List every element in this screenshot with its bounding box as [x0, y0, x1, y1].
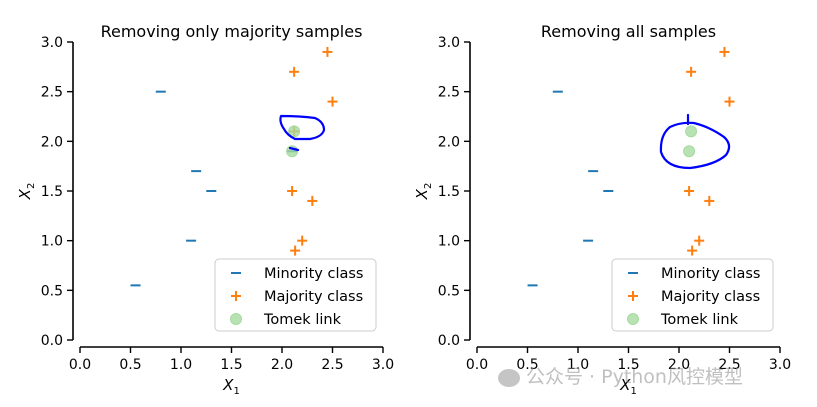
legend-label: Tomek link	[263, 312, 342, 328]
majority-point	[724, 96, 735, 107]
legend-tomek-marker	[230, 313, 242, 325]
highlight-outline	[659, 113, 731, 170]
y-tick-label: 0.0	[438, 333, 460, 349]
majority-point	[694, 235, 705, 246]
legend-frame	[611, 258, 774, 332]
subplot-removing-all: Removing all samples 0.0 0.5 1.0 1.5 2.0 2.5 3.…	[413, 22, 791, 397]
x-tick-label: 1.5	[617, 357, 639, 373]
tomek-link-point	[685, 125, 698, 138]
y-tick-label: 0.5	[41, 283, 63, 299]
majority-point	[297, 235, 308, 246]
x-tick-label: 3.0	[372, 357, 394, 373]
legend-frame	[214, 258, 377, 332]
majority-point	[704, 195, 715, 206]
wechat-icon	[498, 368, 520, 387]
x-tick-label: 1.0	[170, 357, 192, 373]
chart-title: Removing only majority samples	[101, 22, 363, 41]
tomek-link-point	[683, 145, 696, 158]
y-axis-label-subscript: 2	[26, 183, 37, 189]
y-tick-label: 1.5	[438, 184, 460, 200]
majority-point	[687, 245, 698, 256]
x-tick-label: 2.5	[321, 357, 343, 373]
x-axis-label-subscript: 1	[630, 386, 636, 397]
x-tick-label: 1.5	[220, 357, 242, 373]
legend-tomek-marker	[627, 313, 639, 325]
chart-title: Removing all samples	[541, 22, 716, 41]
legend-label: Tomek link	[660, 312, 739, 328]
y-tick-label: 3.0	[41, 35, 63, 51]
y-axis-label: X2	[413, 183, 434, 201]
legend-label: Majority class	[264, 289, 363, 305]
watermark-text: 公众号 · Python风控模型	[526, 366, 743, 388]
x-tick-label: 0.5	[516, 357, 538, 373]
legend: Minority class Majority class Tomek link	[611, 258, 774, 332]
majority-point	[287, 186, 298, 196]
y-tick-label: 1.0	[41, 234, 63, 250]
x-tick-label: 3.0	[769, 357, 791, 373]
x-tick-label: 2.0	[271, 357, 293, 373]
highlight-outline	[279, 114, 326, 152]
y-tick-label: 2.5	[438, 85, 460, 101]
y-axis-label: X2	[16, 183, 37, 201]
y-tick-label: 0.5	[438, 283, 460, 299]
x-tick-label: 0.0	[69, 357, 91, 373]
majority-point	[684, 186, 695, 196]
x-axis-label-subscript: 1	[233, 386, 239, 397]
y-tick-label: 0.0	[41, 333, 63, 349]
y-tick-label: 1.0	[438, 234, 460, 250]
tomek-link-point	[288, 125, 301, 138]
legend-label: Majority class	[661, 289, 760, 305]
subplot-removing-only-majority: Removing only majority samples 0.0 0.5 1.0 1…	[16, 22, 394, 397]
watermark: 公众号 · Python风控模型	[498, 362, 743, 389]
majority-point	[322, 46, 333, 57]
x-tick-label: 2.0	[668, 357, 690, 373]
legend-label: Minority class	[264, 266, 363, 282]
majority-point	[327, 96, 338, 107]
majority-point	[307, 195, 318, 206]
y-tick-label: 2.5	[41, 85, 63, 101]
y-tick-label: 3.0	[438, 35, 460, 51]
y-axis-label-subscript: 2	[423, 183, 434, 189]
y-tick-label: 2.0	[438, 134, 460, 150]
majority-point	[289, 66, 300, 77]
x-axis-label: X1	[222, 376, 240, 397]
majority-point	[686, 66, 697, 77]
x-tick-label: 1.0	[567, 357, 589, 373]
x-tick-label: 0.5	[119, 357, 141, 373]
x-tick-label: 2.5	[718, 357, 740, 373]
legend: Minority class Majority class Tomek link	[214, 258, 377, 332]
legend-label: Minority class	[661, 266, 760, 282]
x-tick-label: 0.0	[466, 357, 488, 373]
y-tick-label: 1.5	[41, 184, 63, 200]
y-tick-label: 2.0	[41, 134, 63, 150]
majority-point	[290, 245, 301, 256]
majority-point	[719, 46, 730, 57]
